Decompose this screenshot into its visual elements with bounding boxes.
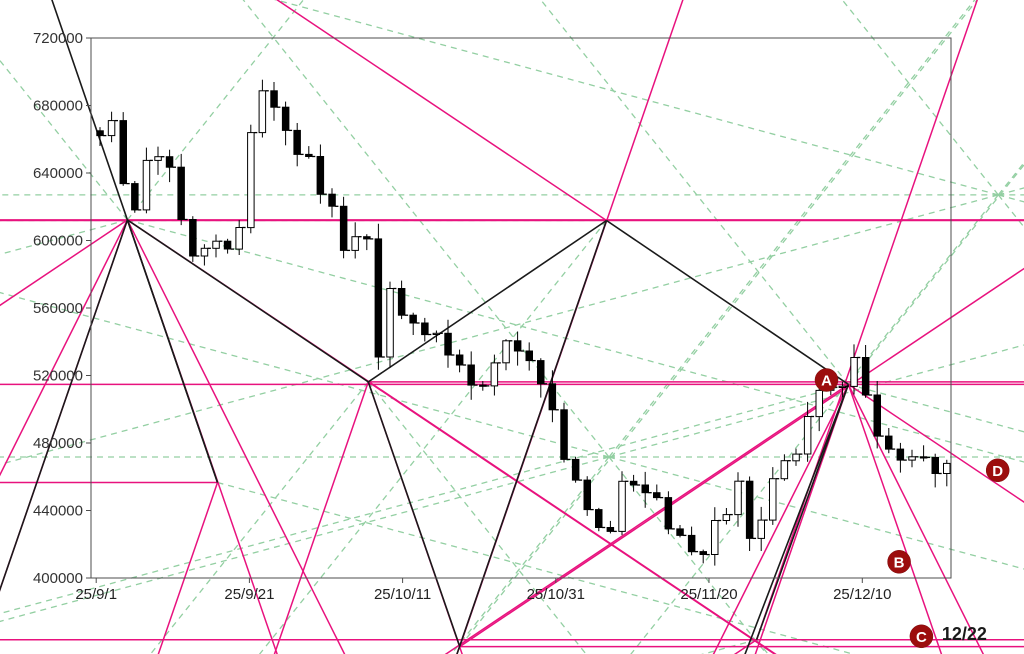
svg-text:720000: 720000 <box>33 30 83 47</box>
svg-text:25/9/1: 25/9/1 <box>75 586 117 603</box>
svg-text:25/9/21: 25/9/21 <box>224 586 274 603</box>
svg-text:640000: 640000 <box>33 165 83 182</box>
svg-text:600000: 600000 <box>33 233 83 250</box>
svg-text:25/10/31: 25/10/31 <box>527 586 585 603</box>
svg-text:520000: 520000 <box>33 368 83 385</box>
svg-text:12/22: 12/22 <box>942 624 987 644</box>
svg-text:25/12/10: 25/12/10 <box>833 586 891 603</box>
svg-text:B: B <box>894 554 905 571</box>
svg-text:480000: 480000 <box>33 435 83 452</box>
svg-text:D: D <box>992 463 1003 480</box>
svg-text:25/10/11: 25/10/11 <box>374 586 431 603</box>
svg-text:400000: 400000 <box>33 570 83 587</box>
svg-text:560000: 560000 <box>33 300 83 317</box>
svg-text:25/11/20: 25/11/20 <box>680 586 737 603</box>
svg-text:A: A <box>821 373 832 390</box>
svg-text:680000: 680000 <box>33 98 83 115</box>
svg-text:C: C <box>916 629 927 646</box>
svg-text:440000: 440000 <box>33 503 83 520</box>
